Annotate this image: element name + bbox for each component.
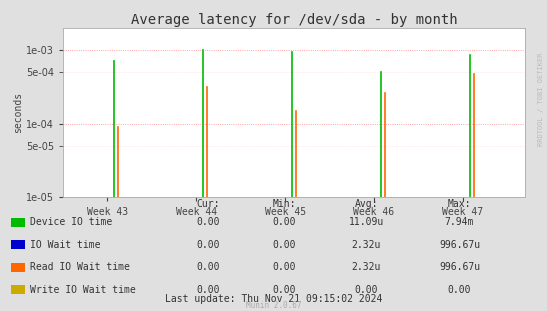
Text: 0.00: 0.00 xyxy=(196,285,219,295)
Text: Write IO Wait time: Write IO Wait time xyxy=(30,285,136,295)
Text: Munin 2.0.67: Munin 2.0.67 xyxy=(246,301,301,310)
Y-axis label: seconds: seconds xyxy=(13,92,23,133)
Text: 0.00: 0.00 xyxy=(355,285,378,295)
Text: Cur:: Cur: xyxy=(196,199,219,209)
Text: 996.67u: 996.67u xyxy=(439,262,480,272)
Title: Average latency for /dev/sda - by month: Average latency for /dev/sda - by month xyxy=(131,13,457,27)
Text: IO Wait time: IO Wait time xyxy=(30,240,101,250)
Text: 7.94m: 7.94m xyxy=(445,217,474,227)
Text: Device IO time: Device IO time xyxy=(30,217,112,227)
Text: 996.67u: 996.67u xyxy=(439,240,480,250)
Text: 2.32u: 2.32u xyxy=(352,262,381,272)
Text: Min:: Min: xyxy=(273,199,296,209)
Text: 0.00: 0.00 xyxy=(273,262,296,272)
Text: Read IO Wait time: Read IO Wait time xyxy=(30,262,130,272)
Text: 0.00: 0.00 xyxy=(273,285,296,295)
Text: RRDTOOL / TOBI OETIKER: RRDTOOL / TOBI OETIKER xyxy=(538,53,544,146)
Text: Last update: Thu Nov 21 09:15:02 2024: Last update: Thu Nov 21 09:15:02 2024 xyxy=(165,294,382,304)
Text: 0.00: 0.00 xyxy=(196,217,219,227)
Text: 0.00: 0.00 xyxy=(196,262,219,272)
Text: Max:: Max: xyxy=(448,199,471,209)
Text: 0.00: 0.00 xyxy=(448,285,471,295)
Text: 2.32u: 2.32u xyxy=(352,240,381,250)
Text: 0.00: 0.00 xyxy=(196,240,219,250)
Text: 0.00: 0.00 xyxy=(273,240,296,250)
Text: 11.09u: 11.09u xyxy=(349,217,384,227)
Text: Avg:: Avg: xyxy=(355,199,378,209)
Text: 0.00: 0.00 xyxy=(273,217,296,227)
